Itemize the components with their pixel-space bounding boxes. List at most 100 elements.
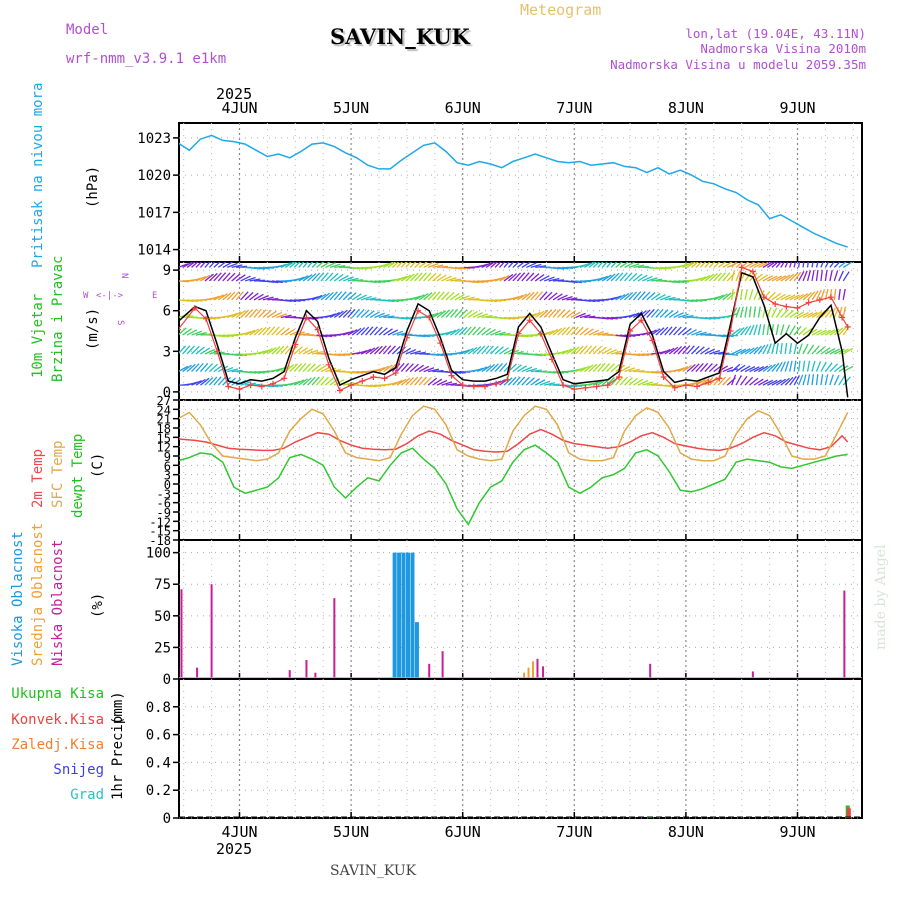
wind-arrow: [494, 346, 504, 355]
wind-arrow: [231, 291, 240, 301]
wind-arrow: [668, 326, 677, 336]
wind-arrow: [231, 353, 243, 357]
wind-arrow: [383, 299, 395, 303]
wind-arrow: [213, 364, 224, 373]
wind-arrow: [182, 328, 192, 336]
wind-arrow: [427, 272, 437, 282]
wind-arrow: [302, 363, 312, 373]
wind-arrow: [200, 274, 211, 282]
wind-arrow: [463, 309, 473, 318]
wind-arrow: [833, 327, 844, 336]
wind-arrow: [740, 365, 751, 373]
wind-arrow: [735, 348, 747, 355]
wind-arrow: [179, 327, 187, 336]
y-tick-label: 0.2: [146, 783, 171, 799]
wind-arrow: [802, 327, 813, 336]
wind-arrow: [637, 291, 646, 301]
bar-niska-oblacnost: [428, 663, 431, 679]
wind-arrow: [516, 262, 526, 268]
gust-point: [504, 376, 511, 383]
wind-arrow: [726, 262, 738, 269]
wind-arrow: [199, 262, 207, 268]
gust-point: [839, 314, 846, 321]
wind-arrow: [669, 280, 681, 284]
wind-arrow: [566, 310, 576, 318]
wind-arrow: [606, 273, 616, 282]
y-tick-label: 18: [157, 422, 171, 436]
wind-arrow: [445, 308, 454, 318]
wind-arrow: [793, 375, 801, 386]
wind-arrow: [271, 326, 280, 336]
wind-arrow: [806, 270, 812, 282]
wind-arrow: [285, 299, 297, 303]
wind-arrow: [383, 328, 393, 336]
wind-arrow: [820, 309, 830, 318]
wind-arrow: [316, 293, 327, 301]
wind-arrow: [423, 272, 432, 282]
compass-rose: N S W E <-|->: [83, 273, 157, 325]
wind-arrow: [557, 309, 566, 318]
wind-arrow: [186, 363, 196, 373]
wind-arrow: [753, 289, 759, 301]
wind-arrow: [615, 376, 624, 386]
wind-arrow: [450, 292, 460, 301]
y-tick-label: 50: [154, 609, 171, 625]
wind-arrow: [293, 262, 301, 268]
wind-arrow: [258, 349, 269, 355]
wind-arrow: [802, 343, 809, 355]
wind-arrow: [695, 346, 705, 355]
wind-arrow: [365, 297, 377, 301]
wind-arrow: [588, 345, 597, 355]
wind-arrow: [280, 262, 292, 269]
wind-arrow: [771, 379, 782, 386]
wind-arrow: [383, 262, 394, 268]
wind-arrow: [744, 366, 756, 373]
pressure-ylabel: Pritisak na nivou mora: [30, 83, 46, 268]
series-line-sfc-temp: [179, 405, 849, 462]
wind-arrow: [633, 273, 643, 282]
wind-arrow: [365, 326, 374, 336]
wind-arrow: [838, 365, 849, 373]
wind-arrow: [793, 293, 805, 301]
wind-arrow: [217, 376, 227, 386]
gust-point: [783, 303, 790, 310]
wind-arrow: [557, 294, 568, 301]
wind-arrow: [204, 262, 211, 268]
wind-arrow: [512, 262, 520, 268]
wind-arrow: [481, 365, 492, 373]
wind-arrow: [360, 348, 372, 355]
wind-arrow: [677, 313, 689, 319]
wind-arrow: [610, 272, 620, 282]
wind-arrow: [673, 326, 682, 336]
bar-niska-oblacnost: [843, 590, 846, 679]
wind-arrow: [740, 348, 751, 355]
wind-arrow: [820, 361, 827, 372]
wind-arrow: [758, 274, 769, 282]
meteogram-title: Meteogram: [520, 1, 601, 19]
wind-arrow: [343, 381, 355, 386]
wind-arrow: [195, 362, 204, 373]
wind-arrow: [262, 296, 274, 301]
wind-arrow: [691, 345, 700, 355]
wind-arrow: [820, 329, 832, 336]
temp2m-ylabel: 2m Temp: [30, 449, 46, 508]
wind-arrow: [534, 291, 543, 301]
date-label-bottom: 6JUN: [445, 823, 481, 841]
wind-arrow: [253, 308, 262, 318]
wind-arrow: [579, 314, 591, 319]
wind-arrow: [302, 348, 314, 355]
wind-arrow: [311, 350, 323, 355]
altitude-label: Nadmorska Visina 2010m: [700, 41, 866, 56]
wind-arrow: [360, 326, 370, 336]
wind-arrow: [499, 333, 511, 336]
wind-arrow: [615, 272, 624, 282]
wind-arrow: [646, 277, 658, 282]
bar-niska-oblacnost: [305, 660, 308, 679]
plot-panels: 10141017102010230369-18-15-12-9-6-303691…: [137, 122, 863, 827]
wind-arrow: [664, 347, 675, 355]
wind-arrow: [525, 291, 535, 301]
wind-arrow: [329, 311, 340, 319]
wind-arrow: [369, 346, 379, 355]
wind-arrow: [441, 381, 453, 386]
y-tick-label: -12: [149, 515, 171, 529]
